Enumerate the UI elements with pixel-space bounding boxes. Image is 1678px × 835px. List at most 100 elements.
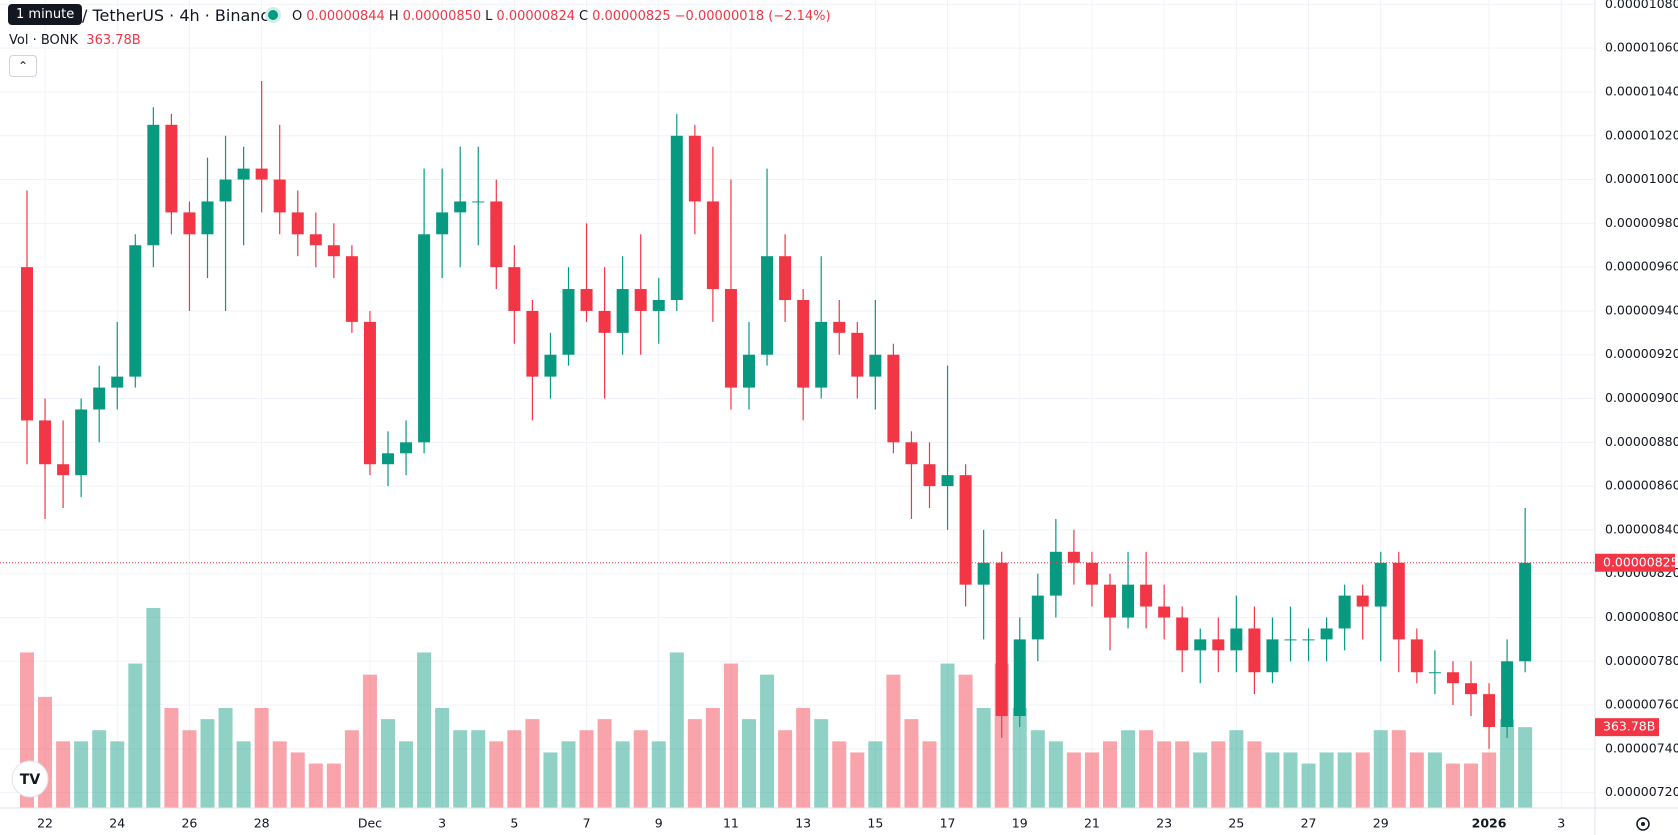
volume-bar: [1518, 727, 1533, 808]
x-tick-label: 19: [1012, 816, 1028, 831]
y-tick-label: 0.00000780: [1605, 653, 1678, 668]
candle-body: [400, 442, 413, 454]
volume-bar: [1283, 752, 1298, 808]
candle-body: [851, 332, 864, 377]
candle-body: [1212, 639, 1225, 651]
candle-body: [1320, 628, 1333, 640]
y-tick-label: 0.00000840: [1605, 521, 1678, 536]
candle-body: [1067, 551, 1080, 563]
candle-body: [1302, 639, 1315, 641]
volume-bar: [1247, 741, 1262, 808]
volume-bar: [561, 741, 576, 808]
volume-bar: [128, 663, 143, 808]
volume-bar: [381, 719, 395, 808]
candle-body: [1266, 639, 1279, 673]
volume-bar: [1103, 741, 1117, 808]
candle-body: [508, 267, 521, 311]
candle-body: [562, 289, 575, 355]
volume-legend: Vol · BONK 363.78B: [9, 33, 141, 48]
y-tick-label: 0.00000900: [1605, 390, 1678, 405]
candle-body: [743, 354, 755, 388]
volume-bar: [489, 741, 504, 808]
volume-bar: [1265, 752, 1280, 808]
candle-body: [273, 179, 286, 213]
ohlc-legend: O 0.00000844 H 0.00000850 L 0.00000824 C 0.0000…: [292, 9, 835, 24]
volume-bar: [778, 730, 793, 808]
volume-bar: [1030, 730, 1045, 808]
volume-bar: [922, 741, 937, 808]
collapse-button[interactable]: ⌃: [9, 55, 37, 77]
volume-bar: [940, 663, 955, 808]
y-tick-label: 0.00001040: [1605, 83, 1678, 98]
candle-body: [887, 354, 900, 443]
candle-body: [869, 354, 882, 377]
volume-bar: [92, 730, 107, 808]
x-tick-label: 24: [109, 816, 125, 831]
volume-bar: [615, 741, 630, 808]
last-price-tag: [1595, 553, 1675, 572]
candle-body: [706, 201, 719, 290]
y-tick-label: 0.00000960: [1605, 259, 1678, 274]
y-tick-label: 0.00000940: [1605, 302, 1678, 317]
candle-body: [1013, 639, 1026, 717]
candle-body: [995, 562, 1008, 717]
volume-bar: [868, 741, 883, 808]
candle-body: [1428, 672, 1441, 674]
candle-body: [977, 562, 990, 585]
volume-bar: [1121, 730, 1136, 808]
candle-body: [309, 234, 322, 246]
volume-bar: [344, 730, 359, 808]
volume-bar: [308, 763, 323, 808]
volume-bar: [1319, 752, 1334, 808]
x-tick-label: 26: [181, 816, 197, 831]
candle-body: [1049, 551, 1062, 596]
candle-body: [833, 321, 846, 333]
candle-body: [255, 168, 268, 180]
candle-body: [472, 201, 485, 203]
x-tick-label: 25: [1228, 816, 1244, 831]
volume-tag-label: 363.78B: [1603, 719, 1655, 734]
candle-body: [1519, 562, 1532, 662]
tooltip: 1 minute: [8, 4, 83, 25]
volume-bar: [832, 741, 847, 808]
volume-bar: [399, 741, 414, 808]
x-tick-label: 15: [867, 816, 883, 831]
candle-body: [237, 168, 250, 180]
volume-bar: [651, 741, 666, 808]
candle-body: [75, 409, 88, 476]
candle-body: [652, 299, 665, 311]
volume-bar: [814, 719, 829, 808]
x-tick-label: 11: [723, 816, 739, 831]
candle-body: [779, 256, 792, 300]
candle-body: [1176, 617, 1189, 651]
ohlc-value: 0.00000824: [496, 9, 575, 24]
candle-body: [598, 310, 611, 333]
candle-body: [1338, 595, 1351, 629]
volume-bar: [1391, 730, 1406, 808]
volume-bar: [200, 719, 215, 808]
x-tick-label: 21: [1084, 816, 1100, 831]
candle-body: [129, 245, 142, 377]
last-price-label: 0.00000825: [1603, 554, 1678, 569]
settings-icon[interactable]: [1636, 817, 1650, 831]
volume-bar: [1409, 752, 1424, 808]
candle-body: [815, 321, 828, 388]
volume-bar: [417, 652, 432, 808]
volume-bar: [272, 741, 287, 808]
x-tick-label: 7: [583, 816, 591, 831]
volume-bar: [1175, 741, 1190, 808]
candle-body: [1194, 639, 1207, 651]
candle-body: [1374, 562, 1387, 607]
x-tick-label: 3: [438, 816, 446, 831]
candle-body: [1248, 628, 1261, 673]
candle-body: [39, 420, 52, 465]
candle-body: [1392, 562, 1405, 640]
volume-bar: [579, 730, 594, 808]
volume-bar: [886, 674, 901, 808]
y-tick-label: 0.00000860: [1605, 478, 1678, 493]
candle-body: [1446, 672, 1459, 684]
symbol-title: / TetherUS · 4h · Binance: [82, 6, 280, 25]
volume-bar: [723, 663, 738, 808]
candle-body: [959, 475, 972, 585]
